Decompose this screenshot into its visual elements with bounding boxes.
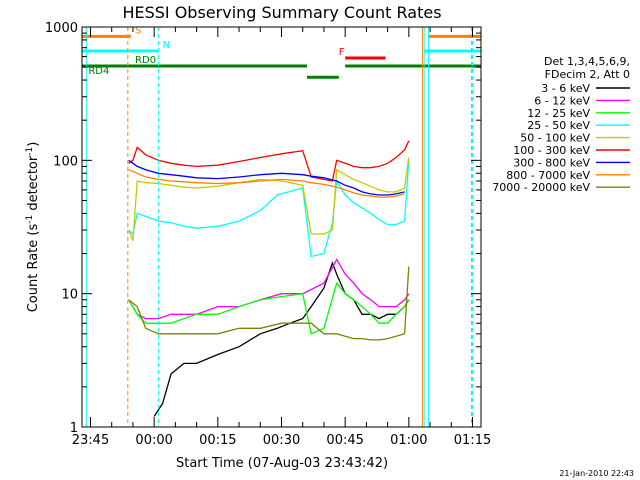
legend-label-5: 50 - 100 keV xyxy=(520,132,590,145)
y-axis-label: Count Rate (s-1 detector-1) xyxy=(25,142,41,313)
vertical-markers-group xyxy=(85,27,474,427)
series-line-3 xyxy=(128,281,410,335)
y-axis-label-main: Count Rate (s xyxy=(26,224,41,313)
legend-label-8: 800 - 7000 keV xyxy=(506,169,590,182)
y-axis-label-sup1: -1 xyxy=(25,215,35,224)
legend-label-1: 3 - 6 keV xyxy=(541,82,590,95)
y-axis-label-end: ) xyxy=(26,142,41,147)
legend-label-9: 7000 - 20000 keV xyxy=(492,181,590,194)
y-tick-label: 1 xyxy=(70,421,78,436)
status-label-s: S xyxy=(135,25,141,36)
series-line-7 xyxy=(128,159,405,196)
status-label-n: N xyxy=(163,40,170,51)
legend-label-7: 300 - 800 keV xyxy=(513,156,590,169)
legend-header-line-2: FDecim 2, Att 0 xyxy=(545,68,630,81)
legend-label-6: 100 - 300 keV xyxy=(513,144,590,157)
x-tick-label: 00:45 xyxy=(326,433,363,448)
x-axis-label: Start Time (07-Aug-03 23:43:42) xyxy=(176,456,388,471)
legend-header-line-1: Det 1,3,4,5,6,9, xyxy=(544,55,630,68)
x-tick-label: 23:45 xyxy=(72,433,109,448)
plot-series-group xyxy=(128,140,410,417)
x-tick-label: 01:00 xyxy=(390,433,427,448)
status-label-rd0: RD0 xyxy=(135,55,156,66)
axis-ticks-group: 23:45 00:00 00:15 00:30 00:45 01:00 01:15 1 10 10… xyxy=(45,21,491,448)
x-tick-label: 00:00 xyxy=(135,433,172,448)
legend-label-3: 12 - 25 keV xyxy=(527,107,590,120)
legend-label-4: 25 - 50 keV xyxy=(527,119,590,132)
series-line-8 xyxy=(128,169,405,198)
series-line-4 xyxy=(128,160,410,258)
series-line-9 xyxy=(128,266,410,341)
series-line-5 xyxy=(128,157,410,241)
y-tick-label: 1000 xyxy=(45,21,78,36)
y-tick-label: 100 xyxy=(53,154,78,169)
status-label-f: F xyxy=(339,47,345,58)
legend-label-2: 6 - 12 keV xyxy=(534,94,590,107)
series-line-1 xyxy=(153,260,410,417)
timestamp-footer: 21-Jan-2010 22:43 xyxy=(559,469,634,478)
chart-title: HESSI Observing Summary Count Rates xyxy=(122,3,441,22)
y-axis-label-mid: detector xyxy=(26,155,41,215)
y-axis-label-sup2: -1 xyxy=(25,147,35,156)
x-tick-label: 00:15 xyxy=(199,433,236,448)
y-tick-label: 10 xyxy=(61,288,78,303)
x-tick-label: 00:30 xyxy=(263,433,300,448)
status-label-rd4: RD4 xyxy=(88,66,109,77)
x-tick-label: 01:15 xyxy=(454,433,491,448)
series-line-6 xyxy=(128,140,410,182)
